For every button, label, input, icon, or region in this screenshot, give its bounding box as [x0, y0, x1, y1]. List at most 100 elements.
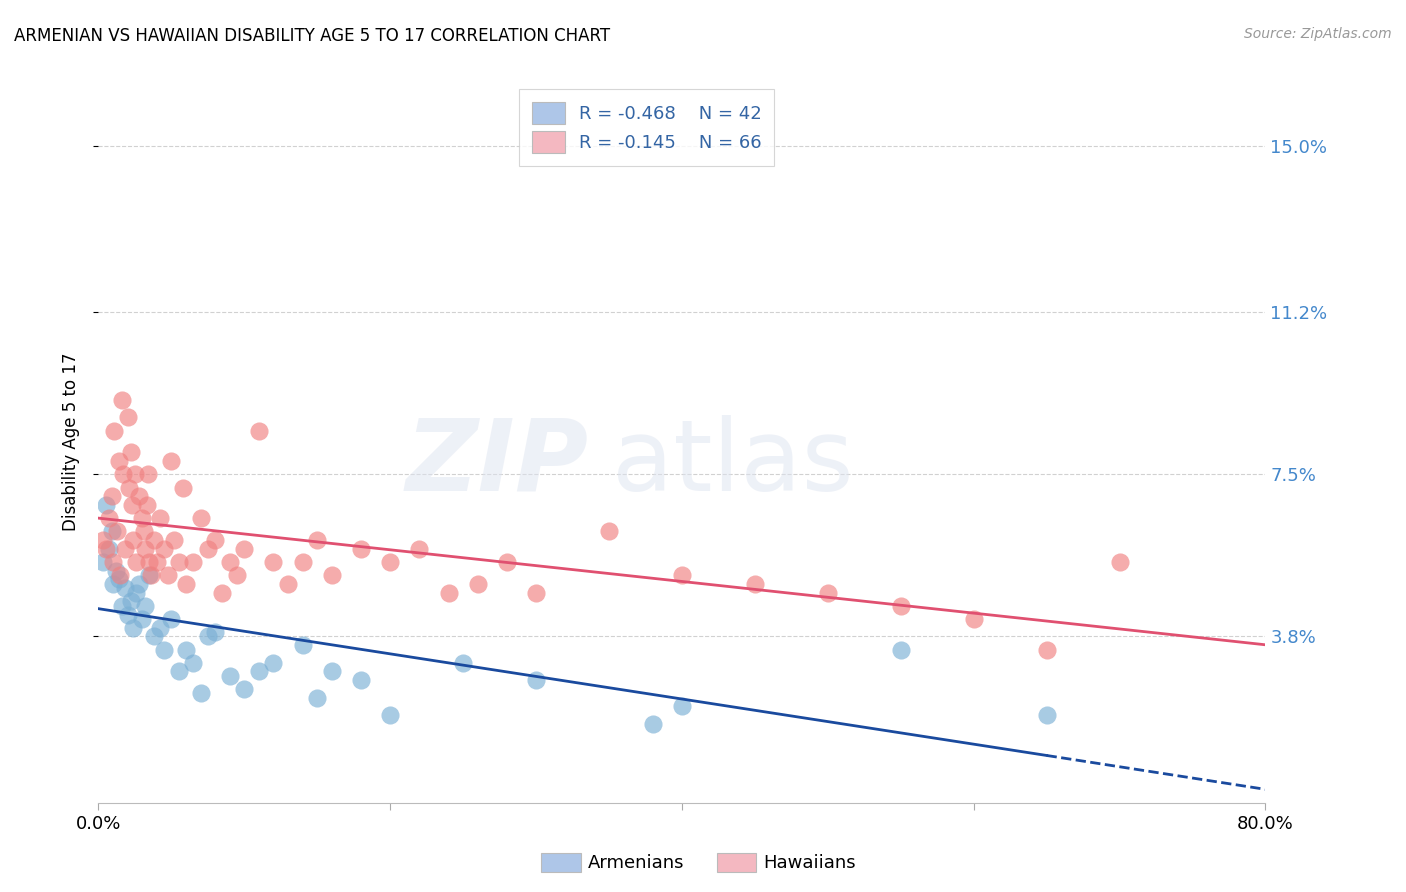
Point	[408, 541, 430, 556]
Point	[496, 555, 519, 569]
Text: atlas: atlas	[612, 415, 853, 512]
Point	[451, 656, 474, 670]
Point	[211, 585, 233, 599]
Point	[671, 568, 693, 582]
Point	[218, 555, 240, 569]
Point	[671, 699, 693, 714]
Point	[136, 467, 159, 482]
Point	[160, 612, 183, 626]
Point	[91, 555, 114, 569]
Point	[890, 642, 912, 657]
Point	[120, 445, 142, 459]
Point	[233, 681, 256, 696]
Point	[97, 541, 120, 556]
Point	[181, 656, 204, 670]
Point	[97, 511, 120, 525]
Point	[890, 599, 912, 613]
Point	[1035, 708, 1057, 723]
Point	[135, 498, 157, 512]
Point	[142, 629, 165, 643]
Point	[104, 564, 127, 578]
Point	[197, 541, 219, 556]
Point	[122, 533, 145, 547]
Point	[172, 481, 194, 495]
Point	[103, 424, 125, 438]
Point	[1108, 555, 1130, 569]
Point	[307, 690, 329, 705]
Point	[218, 669, 240, 683]
Point	[167, 665, 190, 679]
Point	[181, 555, 204, 569]
Point	[101, 555, 124, 569]
Point	[105, 524, 128, 539]
Point	[233, 541, 256, 556]
Point	[108, 573, 131, 587]
Point	[114, 541, 136, 556]
Point	[641, 717, 664, 731]
Point	[263, 656, 285, 670]
Point	[467, 577, 489, 591]
Point	[204, 625, 226, 640]
Point	[263, 555, 285, 569]
Point	[146, 555, 169, 569]
Point	[197, 629, 219, 643]
Point	[108, 454, 131, 468]
Point	[291, 555, 314, 569]
Y-axis label: Disability Age 5 to 17: Disability Age 5 to 17	[62, 352, 80, 531]
Point	[110, 568, 132, 582]
Text: ARMENIAN VS HAWAIIAN DISABILITY AGE 5 TO 17 CORRELATION CHART: ARMENIAN VS HAWAIIAN DISABILITY AGE 5 TO…	[14, 27, 610, 45]
Point	[125, 555, 148, 569]
Point	[117, 607, 139, 622]
Point	[744, 577, 766, 591]
Point	[524, 585, 547, 599]
Point	[174, 642, 197, 657]
Point	[962, 612, 984, 626]
Point	[437, 585, 460, 599]
Point	[380, 708, 402, 723]
Point	[100, 524, 122, 539]
Point	[153, 541, 176, 556]
Point	[247, 424, 270, 438]
Point	[277, 577, 299, 591]
Point	[291, 638, 314, 652]
Point	[124, 467, 146, 482]
Text: Source: ZipAtlas.com: Source: ZipAtlas.com	[1244, 27, 1392, 41]
Point	[128, 489, 150, 503]
Point	[94, 541, 117, 556]
Point	[149, 621, 172, 635]
Point	[91, 533, 114, 547]
Point	[153, 642, 176, 657]
Point	[121, 498, 143, 512]
Point	[111, 392, 134, 407]
Point	[122, 621, 145, 635]
Point	[160, 454, 183, 468]
Point	[134, 541, 156, 556]
Point	[226, 568, 249, 582]
Point	[101, 577, 124, 591]
Point	[321, 568, 343, 582]
Point	[247, 665, 270, 679]
Point	[117, 410, 139, 425]
Point	[111, 599, 134, 613]
Point	[128, 577, 150, 591]
Point	[138, 568, 160, 582]
Point	[157, 568, 180, 582]
Point	[100, 489, 122, 503]
Point	[125, 585, 148, 599]
Text: Hawaiians: Hawaiians	[763, 854, 856, 871]
Point	[1035, 642, 1057, 657]
Point	[149, 511, 172, 525]
Point	[307, 533, 329, 547]
Point	[120, 594, 142, 608]
Point	[204, 533, 226, 547]
Point	[380, 555, 402, 569]
Point	[132, 524, 155, 539]
Point	[190, 511, 212, 525]
Point	[131, 511, 153, 525]
Legend: R = -0.468    N = 42, R = -0.145    N = 66: R = -0.468 N = 42, R = -0.145 N = 66	[519, 89, 775, 166]
Point	[817, 585, 839, 599]
Point	[118, 481, 141, 495]
Point	[350, 673, 373, 688]
Point	[94, 498, 117, 512]
Point	[163, 533, 186, 547]
